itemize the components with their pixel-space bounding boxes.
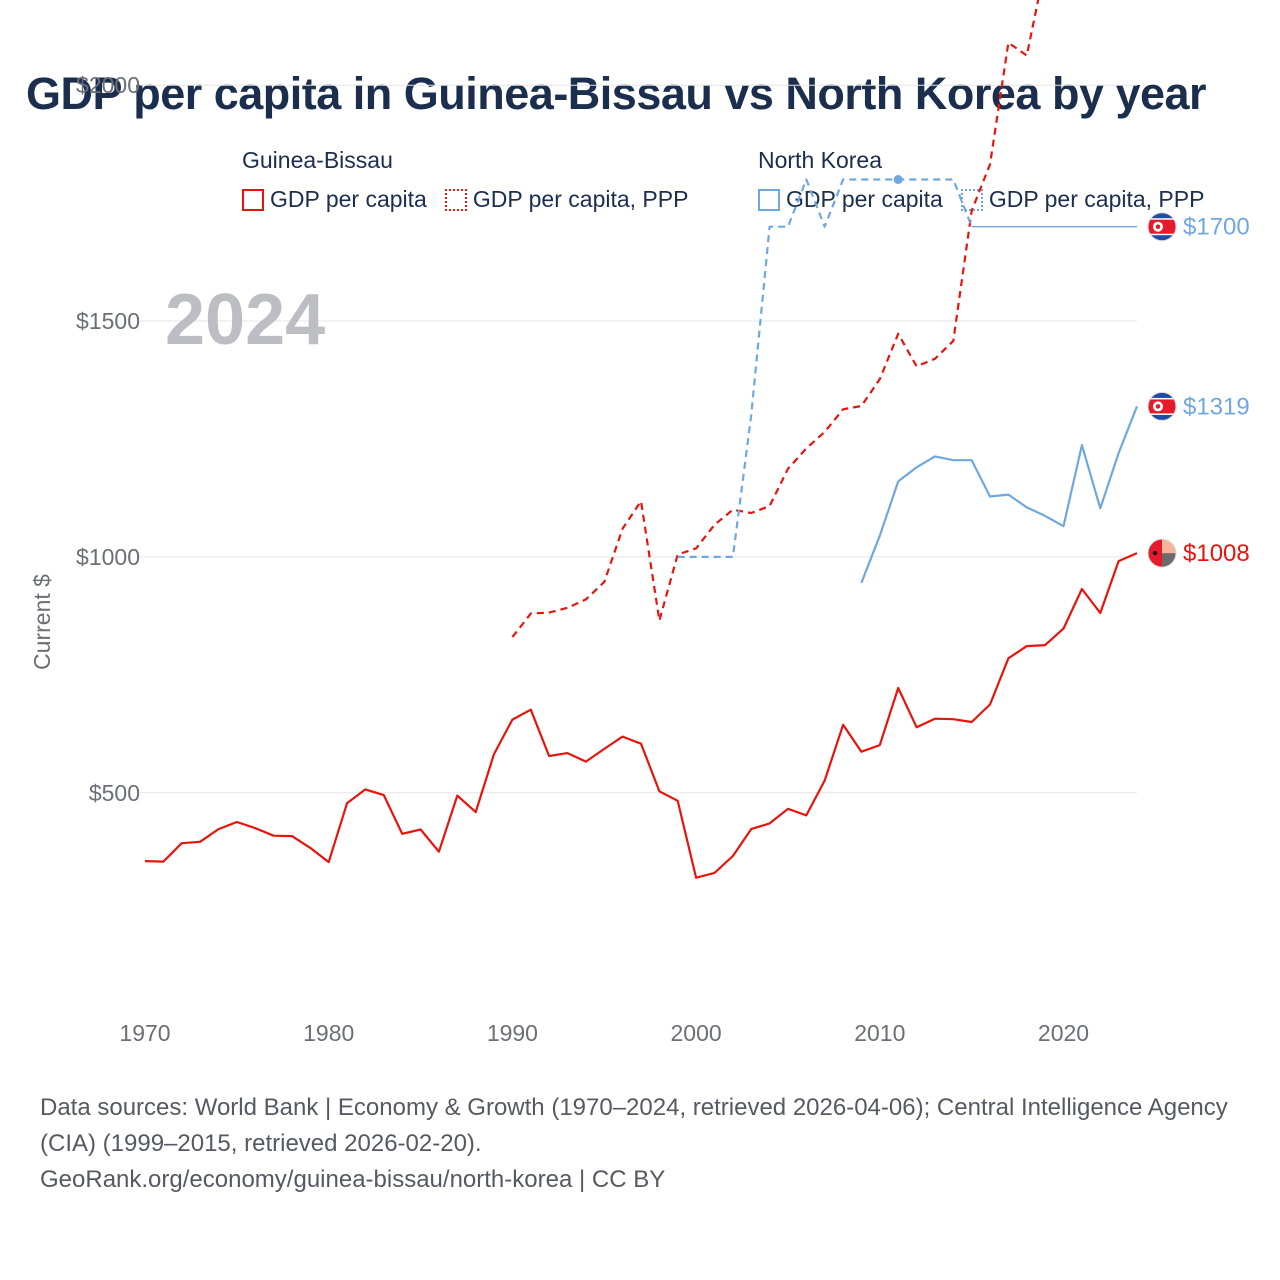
x-tick-label: 2000 — [671, 1020, 722, 1046]
x-tick-label: 2020 — [1038, 1020, 1089, 1046]
y-tick-label: $1000 — [76, 544, 140, 570]
legend-group-guinea-bissau: Guinea-Bissau GDP per capita GDP per cap… — [242, 146, 688, 213]
y-axis-ticks: $500$1000$1500$2000$2500$3000 — [76, 72, 140, 806]
end-value-label: $1008 — [1183, 540, 1250, 567]
footer: Data sources: World Bank | Economy & Gro… — [40, 1090, 1240, 1198]
legend-swatch-solid — [242, 188, 264, 211]
legend-item-nk-gdp[interactable]: GDP per capita — [758, 186, 943, 213]
legend-item-label: GDP per capita, PPP — [988, 186, 1205, 212]
end-labels: $1008$3119$1319$1700 — [1147, 212, 1250, 568]
line-chart: $500$1000$1500$2000$2500$3000 1970198019… — [29, 0, 1250, 1046]
end-value-label: $1700 — [1183, 214, 1250, 241]
series-point-marker — [893, 175, 903, 185]
x-tick-label: 2010 — [854, 1020, 905, 1046]
series-line-guinea-bissau-gdp-per-capita-ppp — [511, 0, 1040, 638]
north-korea-flag-icon — [1147, 391, 1177, 421]
legend-swatch-dotted — [444, 188, 467, 211]
series-line-north-korea-gdp-per-capita — [860, 405, 1139, 584]
x-tick-label: 1980 — [303, 1020, 354, 1046]
legend-item-gb-gdp[interactable]: GDP per capita — [242, 186, 427, 213]
gridlines — [140, 84, 1137, 794]
y-tick-label: $2000 — [76, 72, 140, 98]
y-tick-label: $500 — [89, 780, 140, 806]
series-line-north-korea-gdp-per-capita-ppp — [677, 178, 973, 559]
source-link[interactable]: GeoRank.org/economy/guinea-bissau/north-… — [40, 1166, 666, 1193]
chart-title: GDP per capita in Guinea-Bissau vs North… — [26, 68, 1207, 119]
legend-group-title: North Korea — [758, 147, 883, 173]
legend-item-label: GDP per capita — [270, 186, 427, 212]
end-value-label: $1319 — [1183, 393, 1250, 420]
x-axis-ticks: 1970 1980 1990 2000 2010 2020 — [119, 1020, 1089, 1046]
legend-item-label: GDP per capita, PPP — [472, 186, 689, 212]
year-watermark: 2024 — [165, 280, 325, 360]
north-korea-flag-icon — [1147, 212, 1177, 242]
y-axis-label: Current $ — [29, 574, 55, 670]
legend-item-label: GDP per capita — [786, 186, 943, 212]
legend-swatch-solid — [758, 188, 780, 211]
legend-group-title: Guinea-Bissau — [242, 147, 393, 173]
x-tick-label: 1990 — [487, 1020, 538, 1046]
y-tick-label: $1500 — [76, 308, 140, 334]
x-tick-label: 1970 — [119, 1020, 170, 1046]
legend-item-gb-ppp[interactable]: GDP per capita, PPP — [444, 186, 689, 213]
guinea-bissau-flag-icon — [1147, 538, 1177, 568]
series-lines — [144, 0, 1139, 879]
data-sources: Data sources: World Bank | Economy & Gro… — [40, 1094, 1228, 1157]
series-line-guinea-bissau-gdp-per-capita — [144, 552, 1138, 879]
